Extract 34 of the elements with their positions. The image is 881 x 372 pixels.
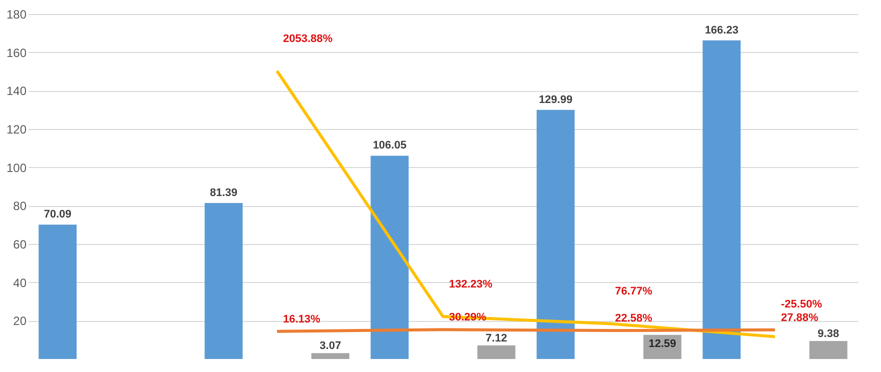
data-label: 81.39 <box>210 187 238 200</box>
y-tick-label: 160 <box>6 46 27 60</box>
bar <box>536 110 575 359</box>
y-tick-label: 20 <box>13 314 27 328</box>
data-label: 16.13% <box>283 313 321 326</box>
y-tick-label: 80 <box>13 199 27 214</box>
data-label: 7.12 <box>486 332 508 344</box>
bar <box>311 353 350 359</box>
y-tick-label: 60 <box>13 238 27 252</box>
y-tick-label: 40 <box>13 276 27 290</box>
y-tick-label: 180 <box>6 8 27 22</box>
data-label: 9.38 <box>818 328 840 340</box>
data-label: 2053.88% <box>283 33 333 46</box>
bar <box>702 40 741 359</box>
y-tick-label: 100 <box>6 160 27 175</box>
data-label: -25.50% <box>781 298 822 311</box>
data-label: 132.23% <box>449 278 493 291</box>
y-tick-label: 120 <box>6 122 27 136</box>
data-label: 76.77% <box>615 286 653 298</box>
data-label: 129.99 <box>538 94 572 106</box>
bar <box>204 203 243 359</box>
bar <box>809 341 848 359</box>
data-label: 27.88% <box>781 312 819 324</box>
data-label: 30.29% <box>449 312 487 324</box>
data-label: 3.07 <box>320 340 342 352</box>
y-tick-label: 140 <box>6 84 27 98</box>
bar <box>38 224 77 359</box>
data-label: 12.59 <box>648 338 676 350</box>
bar <box>370 156 409 359</box>
data-label: 22.58% <box>615 312 653 325</box>
data-label: 106.05 <box>372 140 406 152</box>
data-label: 70.09 <box>44 208 72 221</box>
bar <box>477 345 516 359</box>
data-label: 166.23 <box>704 24 738 36</box>
